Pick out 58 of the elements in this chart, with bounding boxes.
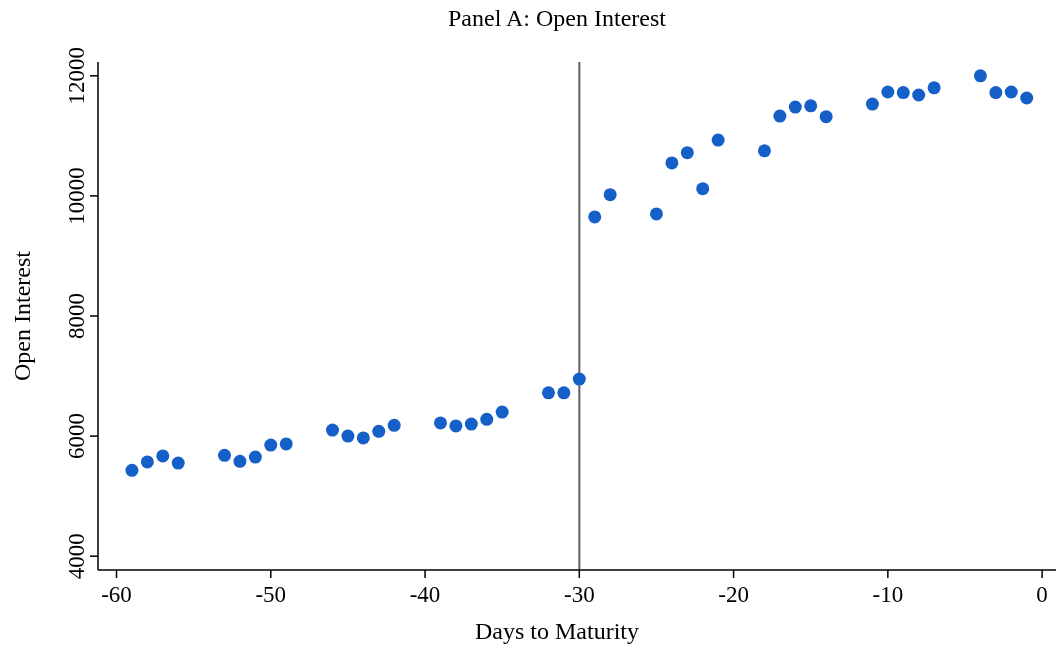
point [912, 88, 926, 102]
x-tick-label: -30 [563, 582, 595, 607]
point [989, 86, 1003, 100]
point [279, 437, 293, 451]
point [218, 448, 231, 462]
x-tick-label: -10 [872, 582, 904, 607]
point [264, 438, 278, 452]
point [480, 412, 494, 426]
point [356, 431, 370, 445]
point [372, 424, 386, 438]
point [649, 207, 663, 221]
point [665, 156, 679, 170]
point [464, 417, 478, 431]
point [773, 109, 787, 123]
y-tick-label: 8000 [64, 293, 89, 339]
x-tick-label: 0 [1036, 582, 1048, 607]
point [603, 188, 617, 202]
point [881, 85, 895, 99]
point [125, 463, 139, 477]
point [804, 99, 818, 113]
point [927, 81, 941, 95]
point [1004, 85, 1018, 99]
point [588, 210, 602, 224]
point [819, 110, 833, 124]
x-tick-label: -60 [101, 582, 132, 607]
point [433, 416, 447, 430]
point [757, 144, 771, 158]
y-tick-label: 12000 [64, 47, 89, 105]
point [896, 86, 910, 100]
point [711, 133, 725, 147]
y-tick-label: 10000 [64, 167, 89, 225]
chart-title: Panel A: Open Interest [448, 5, 667, 31]
x-tick-label: -20 [718, 582, 749, 607]
point [541, 386, 555, 400]
y-tick-label: 4000 [64, 533, 89, 580]
point [572, 372, 586, 386]
point [449, 419, 463, 433]
x-tick-label: -50 [255, 582, 287, 607]
point [248, 450, 262, 464]
point [140, 455, 154, 469]
point [156, 449, 170, 463]
point [1020, 91, 1034, 105]
point [557, 386, 571, 400]
point [387, 418, 401, 432]
point [680, 146, 694, 160]
y-axis-title: Open Interest [9, 250, 35, 381]
y-tick-label: 6000 [64, 413, 89, 460]
point [788, 100, 802, 114]
point [865, 97, 879, 111]
point [696, 182, 710, 196]
point [495, 405, 509, 419]
point [325, 423, 339, 437]
x-axis-title: Days to Maturity [475, 618, 639, 644]
point [233, 454, 247, 468]
point [341, 429, 355, 443]
point [171, 456, 185, 470]
x-tick-label: -40 [409, 582, 441, 607]
point [973, 69, 987, 83]
